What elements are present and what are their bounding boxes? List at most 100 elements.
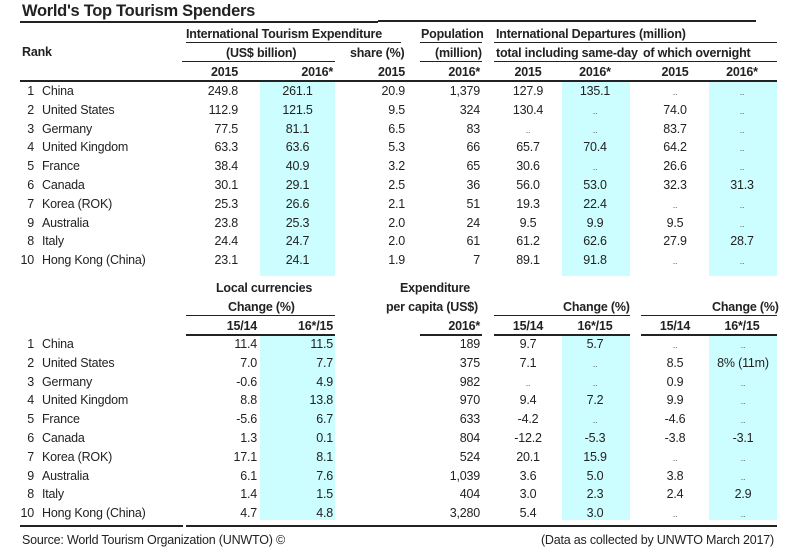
ov-1514-cell: .. <box>672 340 678 350</box>
header-rule <box>494 61 777 62</box>
rank-cell: 3 <box>27 374 34 389</box>
rank-cell: 7 <box>27 196 34 211</box>
dt-1514-cell: -12.2 <box>514 431 542 445</box>
country-cell: Italy <box>42 487 64 502</box>
ov-1615-cell: .. <box>740 377 746 388</box>
ov-1615-cell: .. <box>740 415 746 426</box>
title-underline <box>20 21 378 23</box>
exp-2015-cell: 25.3 <box>214 196 238 211</box>
ov-1615-cell: .. <box>740 509 746 520</box>
ovn-2015-cell: 27.9 <box>663 234 687 249</box>
dep-2016-cell: .. <box>592 124 598 135</box>
country-cell: Germany <box>42 121 93 136</box>
dt-1514-cell: .. <box>525 377 531 388</box>
exp-2015-cell: 112.9 <box>208 102 239 117</box>
header-population: Population <box>421 27 484 41</box>
exp-2015-cell: 23.8 <box>214 215 238 230</box>
ovn-2015-cell: 74.0 <box>663 102 687 117</box>
exp-2016-cell: 81.1 <box>285 121 310 136</box>
dt-1615-cell: 15.9 <box>583 449 607 464</box>
header-local-currencies: Local currencies <box>216 281 313 295</box>
lc-1514-cell: 17.1 <box>233 449 257 464</box>
dep-2016-cell: 135.1 <box>579 84 611 98</box>
country-cell: Hong Kong (China) <box>42 253 146 268</box>
exp-2016-cell: 261.1 <box>282 84 313 98</box>
pop-2016-cell: 1,379 <box>449 84 480 98</box>
header-per-capita: per capita (US$) <box>386 300 478 314</box>
ov-1514-cell: .. <box>672 509 678 520</box>
lc-1514-cell: 1.3 <box>240 431 257 445</box>
source-note: Source: World Tourism Organization (UNWT… <box>22 533 285 547</box>
header-rule <box>420 42 482 43</box>
header-exp-2015: 2015 <box>210 65 238 79</box>
rank-cell: 10 <box>20 506 34 521</box>
page-title: World's Top Tourism Spenders <box>22 2 255 20</box>
rank-cell: 9 <box>27 215 34 230</box>
dt-1615-cell: 5.0 <box>586 468 604 483</box>
header-ovn-2015: 2015 <box>661 65 689 79</box>
header-expenditure: Expenditure <box>400 281 471 295</box>
dep-2015-cell: 9.5 <box>519 215 537 230</box>
header-rule <box>182 61 335 62</box>
dt-1615-cell: 3.0 <box>586 506 604 521</box>
lc-1615-cell: 0.1 <box>316 431 333 445</box>
header-ov-1615: 16*/15 <box>724 319 760 333</box>
ovn-2015-cell: 9.5 <box>666 215 684 230</box>
pc-2016-cell: 804 <box>459 431 480 445</box>
dep-2016-cell: .. <box>592 105 598 116</box>
share-2015-cell: 1.9 <box>388 253 405 268</box>
country-cell: France <box>42 412 80 427</box>
ovn-2015-cell: .. <box>672 87 678 97</box>
rank-cell: 2 <box>27 102 34 117</box>
pop-2016-cell: 324 <box>459 102 480 117</box>
exp-2015-cell: 38.4 <box>214 159 238 174</box>
country-cell: France <box>42 159 80 174</box>
dep-2016-cell: 70.4 <box>583 140 607 155</box>
header-dt-change: Change (%) <box>563 300 630 314</box>
lc-1615-cell: 4.8 <box>316 506 333 521</box>
exp-2015-cell: 77.5 <box>214 121 238 136</box>
header-share: share (%) <box>350 46 405 60</box>
ovn-2015-cell: .. <box>672 199 678 210</box>
ovn-2016-cell: .. <box>739 162 745 173</box>
ovn-2016-cell: .. <box>739 143 745 154</box>
ov-1615-cell: .. <box>740 471 746 482</box>
rank-cell: 1 <box>27 84 34 98</box>
header-lc-change: Change (%) <box>228 300 295 314</box>
share-2015-cell: 5.3 <box>388 140 405 155</box>
ov-1615-cell: .. <box>740 396 746 407</box>
ovn-2015-cell: 64.2 <box>663 140 687 155</box>
country-cell: Hong Kong (China) <box>42 506 146 521</box>
header-rule <box>186 42 401 43</box>
header-rule <box>641 315 777 316</box>
rank-cell: 8 <box>27 234 34 249</box>
ovn-2016-cell: 28.7 <box>730 234 754 249</box>
ov-1615-cell: -3.1 <box>732 431 754 445</box>
lc-1514-cell: 4.7 <box>240 506 257 521</box>
lc-1615-cell: 7.6 <box>316 468 333 483</box>
highlight-dep-2016 <box>562 82 630 276</box>
header-dt-1514: 15/14 <box>512 319 544 333</box>
highlight-dt-1615 <box>562 336 630 520</box>
dep-2015-cell: 130.4 <box>512 102 544 117</box>
pc-2016-cell: 404 <box>459 487 480 502</box>
highlight-ov-1615 <box>709 336 777 520</box>
lc-1514-cell: -5.6 <box>236 412 257 427</box>
country-cell: United States <box>42 102 115 117</box>
footer-rule-left <box>20 525 183 527</box>
lc-1514-cell: -0.6 <box>236 374 257 389</box>
header-expenditure-unit: (US$ billion) <box>226 46 297 60</box>
lc-1514-cell: 6.1 <box>240 468 257 483</box>
exp-2015-cell: 249.8 <box>207 84 238 98</box>
ovn-2016-cell: .. <box>739 256 745 267</box>
rank-cell: 9 <box>27 468 34 483</box>
dep-2015-cell: .. <box>525 124 531 135</box>
pc-2016-cell: 3,280 <box>449 506 480 521</box>
header-population-unit: (million) <box>435 46 482 60</box>
country-cell: China <box>42 337 74 351</box>
lc-1615-cell: 7.7 <box>316 355 333 370</box>
pc-2016-cell: 375 <box>459 355 480 370</box>
dep-2015-cell: 30.6 <box>516 159 540 174</box>
dt-1514-cell: 9.4 <box>519 393 537 408</box>
header-rule <box>420 61 482 62</box>
